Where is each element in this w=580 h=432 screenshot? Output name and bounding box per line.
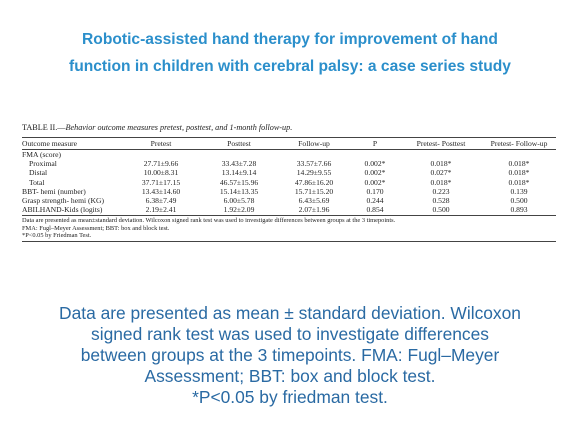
empty-cell xyxy=(122,150,200,160)
cell: 13.43±14.60 xyxy=(141,186,181,196)
cell: 13.14±9.14 xyxy=(221,168,257,178)
cell: 2.07±1.96 xyxy=(278,205,350,217)
cell: 14.29±9.55 xyxy=(296,168,332,178)
caption-line: between groups at the 3 timepoints. FMA:… xyxy=(80,345,500,365)
empty-cell xyxy=(400,150,482,160)
column-header: Pretest- Follow-up xyxy=(482,137,556,150)
caption-line: Data are presented as mean ± standard de… xyxy=(59,303,521,323)
table-caption: TABLE II.—Behavior outcome measures pret… xyxy=(22,123,556,132)
column-header: Pretest xyxy=(122,137,200,150)
cell: 0.500 xyxy=(400,205,482,217)
table-row: Distal 10.00±8.31 13.14±9.14 14.29±9.55 0.00… xyxy=(22,168,556,177)
empty-cell xyxy=(278,150,350,160)
caption-text: Behavior outcome measures pretest, postt… xyxy=(65,123,293,132)
title-line: Robotic-assisted hand therapy for improv… xyxy=(82,31,498,48)
cell: 0.002* xyxy=(364,177,386,187)
table-row: ABILHAND-Kids (logits) 2.19±2.41 1.92±2.09… xyxy=(22,205,556,217)
table-body: FMA (score) Proximal 27.71±9.66 33.43±7.28 3… xyxy=(22,150,556,217)
title-line: function in children with cerebral palsy… xyxy=(69,58,511,75)
footnotes: Data are presented as mean±standard devi… xyxy=(22,216,556,242)
cell: 2.19±2.41 xyxy=(122,205,200,217)
cell: 0.854 xyxy=(350,205,400,217)
cell: 33.43±7.28 xyxy=(221,159,257,169)
column-header: Posttest xyxy=(200,137,278,150)
table: Outcome measure Pretest Posttest Follow-up P… xyxy=(22,137,556,217)
cell: 46.57±15.96 xyxy=(219,177,259,187)
column-header: P xyxy=(350,137,400,150)
cell: 0.002* xyxy=(364,159,386,169)
cell: 0.002* xyxy=(364,168,386,178)
caption: Data are presented as mean ± standard de… xyxy=(0,303,580,408)
cell: 0.244 xyxy=(366,196,384,206)
cell: 0.139 xyxy=(510,186,528,196)
cell: 0.893 xyxy=(482,205,556,217)
empty-cell xyxy=(200,150,278,160)
title: Robotic-assisted hand therapy for improv… xyxy=(0,26,580,80)
cell: 47.86±16.20 xyxy=(294,177,334,187)
cell: 27.71±9.66 xyxy=(143,159,179,169)
table-row: Proximal 27.71±9.66 33.43±7.28 33.57±7.66 0.… xyxy=(22,159,556,168)
column-header: Outcome measure xyxy=(22,137,122,150)
column-header: Pretest- Posttest xyxy=(400,137,482,150)
cell: 6.38±7.49 xyxy=(145,196,177,206)
header-row: Outcome measure Pretest Posttest Follow-up P… xyxy=(22,137,556,150)
footnote: FMA: Fugl–Meyer Assessment; BBT: box and… xyxy=(22,224,170,232)
row-label: FMA (score) xyxy=(22,150,62,159)
cell: 1.92±2.09 xyxy=(200,205,278,217)
cell: 15.14±13.35 xyxy=(219,186,259,196)
table-row: Total 37.71±17.15 46.57±15.96 47.86±16.20 0.… xyxy=(22,178,556,187)
caption-line: *P<0.05 by friedman test. xyxy=(192,387,388,407)
cell: 37.71±17.15 xyxy=(141,177,181,187)
caption-label: TABLE II.— xyxy=(22,123,66,132)
row-label: Distal xyxy=(29,168,48,178)
table-row: FMA (score) xyxy=(22,150,556,160)
cell: 0.500 xyxy=(510,196,528,206)
empty-cell xyxy=(350,150,400,160)
caption-line: signed rank test was used to investigate… xyxy=(91,324,489,344)
empty-cell xyxy=(482,150,556,160)
cell: 0.223 xyxy=(432,186,450,196)
cell: 15.71±15.20 xyxy=(294,186,334,196)
cell: 0.018* xyxy=(508,177,530,187)
footnote: Data are presented as mean±standard devi… xyxy=(22,217,396,225)
table-row: BBT- hemi (number) 13.43±14.60 15.14±13.35… xyxy=(22,187,556,196)
table-row: Grasp strength- hemi (KG) 6.38±7.49 6.00±5… xyxy=(22,196,556,205)
cell: 6.43±5.69 xyxy=(298,196,330,206)
cell: 33.57±7.66 xyxy=(296,159,332,169)
cell: 0.018* xyxy=(430,177,452,187)
row-label: Grasp strength- hemi (KG) xyxy=(22,196,105,206)
cell: 10.00±8.31 xyxy=(143,168,179,178)
cell: 6.00±5.78 xyxy=(223,196,255,206)
footnote: *P<0.05 by Friedman Test. xyxy=(22,232,92,240)
table-block: TABLE II.—Behavior outcome measures pret… xyxy=(22,123,556,242)
column-header: Follow-up xyxy=(278,137,350,150)
cell: 0.018* xyxy=(508,168,530,178)
cell: 0.027* xyxy=(430,168,452,178)
row-label: ABILHAND-Kids (logits) xyxy=(22,205,122,217)
caption-line: Assessment; BBT: box and block test. xyxy=(144,366,436,386)
cell: 0.018* xyxy=(430,159,452,169)
row-label: Total xyxy=(29,177,45,187)
cell: 0.018* xyxy=(508,159,530,169)
cell: 0.170 xyxy=(366,186,384,196)
row-label: Proximal xyxy=(29,159,57,169)
row-label: BBT- hemi (number) xyxy=(22,186,86,196)
cell: 0.528 xyxy=(432,196,450,206)
